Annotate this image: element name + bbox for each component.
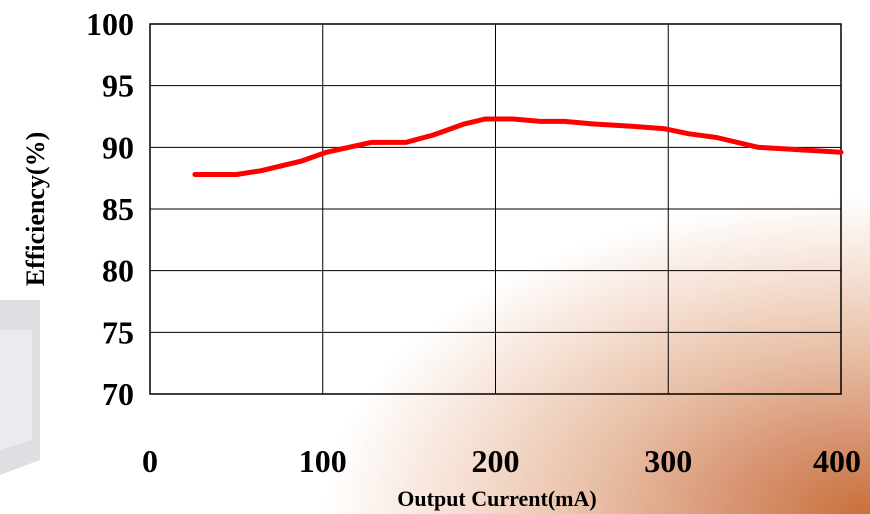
y-tick-labels: 70 75 80 85 90 95 100 xyxy=(86,6,134,412)
decorative-device-fragment xyxy=(0,300,40,475)
y-tick-label-6: 100 xyxy=(86,6,134,42)
y-tick-label-4: 90 xyxy=(102,129,134,165)
x-axis-title: Output Current(mA) xyxy=(397,486,596,511)
x-tick-label-4: 400 xyxy=(813,443,861,479)
y-axis-title: Efficiency(%) xyxy=(21,132,50,287)
y-tick-label-2: 80 xyxy=(102,253,134,289)
x-tick-label-1: 100 xyxy=(299,443,347,479)
x-tick-label-2: 200 xyxy=(472,443,520,479)
y-tick-label-3: 85 xyxy=(102,191,134,227)
x-tick-labels: 0 100 200 300 400 xyxy=(142,443,861,479)
y-tick-label-5: 95 xyxy=(102,68,134,104)
y-tick-label-1: 75 xyxy=(102,314,134,350)
horizontal-gridlines xyxy=(150,85,841,333)
x-tick-label-0: 0 xyxy=(142,443,158,479)
y-tick-label-0: 70 xyxy=(102,376,134,412)
series-layer xyxy=(192,116,844,177)
x-tick-label-3: 300 xyxy=(644,443,692,479)
series-line-0 xyxy=(192,116,844,177)
